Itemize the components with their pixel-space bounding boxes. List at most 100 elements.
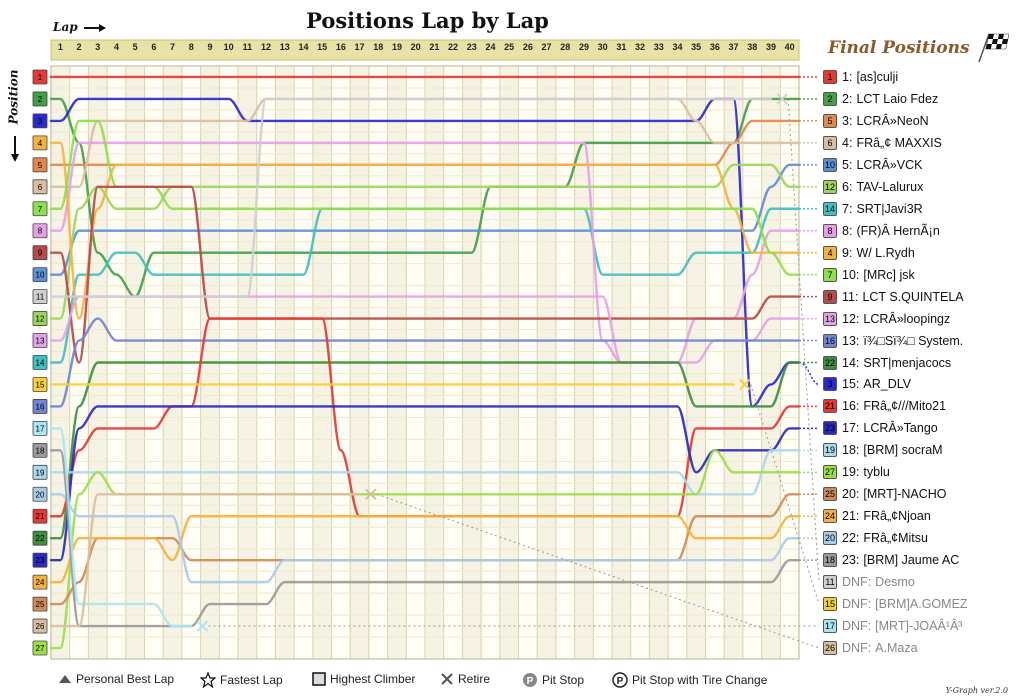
legend-label: Retire	[458, 672, 491, 686]
grid-badge: 13	[823, 311, 837, 326]
grid-position-badge	[32, 596, 48, 612]
driver-name: Desmo	[875, 575, 915, 590]
grid-badge: 5	[823, 113, 837, 128]
final-position-row: 20 22: FRâ„¢Mitsu	[823, 528, 928, 548]
final-position-number: 14:	[842, 355, 860, 370]
legend-label: Pit Stop	[542, 673, 585, 687]
lap-tick-label: 24	[485, 42, 495, 52]
grid-position-label: 3	[38, 117, 43, 126]
checkered-flag-icon	[978, 33, 1009, 63]
grid-position-label: 17	[36, 424, 45, 433]
final-position-number: 23:	[842, 553, 860, 568]
grid-position-badge	[32, 267, 48, 283]
retire-marker	[365, 488, 377, 500]
lap-tick-label: 6	[151, 42, 156, 52]
grid-position-label: 6	[38, 183, 43, 192]
lap-tick-label: 10	[224, 42, 234, 52]
right-arrow-icon	[84, 24, 106, 32]
final-position-number: 13:	[842, 333, 860, 348]
driver-name: SRT|Javi3R	[856, 201, 923, 216]
grid-badge: 10	[823, 157, 837, 172]
grid-badge: 27	[823, 465, 837, 480]
final-position-number: 22:	[842, 531, 860, 546]
grid-position-label: 11	[36, 293, 45, 302]
final-position-row: 15 DNF: [BRM]A.GOMEZ	[823, 594, 968, 614]
lap-axis-label: Lap	[53, 20, 78, 34]
grid-badge: 18	[823, 553, 837, 568]
grid-position-badge	[32, 311, 48, 326]
driver-name: FRâ„¢ MAXXIS	[856, 135, 942, 150]
grid-position-label: 23	[36, 556, 45, 565]
grid-position-label: 10	[36, 271, 45, 280]
final-position-number: 4:	[842, 135, 853, 150]
grid-position-badge	[32, 508, 48, 524]
lap-tick-label: 22	[448, 42, 458, 52]
final-position-number: 19:	[842, 465, 860, 480]
lap-tick-label: 11	[243, 42, 253, 52]
lap-tick-label: 37	[729, 42, 739, 52]
grid-position-badge	[32, 179, 48, 195]
final-position-number: 21:	[842, 509, 860, 524]
grid-position-label: 25	[36, 600, 45, 609]
grid-badge: 11	[823, 575, 837, 590]
final-position-row: 3 15: AR_DLV	[823, 374, 911, 394]
final-position-number: DNF:	[842, 619, 872, 634]
lap-tick-label: 25	[504, 42, 514, 52]
grid-badge: 9	[823, 289, 837, 304]
legend-label: Fastest Lap	[220, 673, 283, 687]
series-connector	[787, 98, 820, 583]
final-position-number: 1:	[842, 69, 853, 84]
grid-position-label: 12	[36, 315, 45, 324]
lap-tick-label: 28	[560, 42, 570, 52]
final-position-row: 22 14: SRT|menjacocs	[823, 353, 951, 373]
cross-icon	[441, 673, 453, 685]
retire-marker	[739, 378, 751, 391]
final-position-row: 18 23: [BRM] Jaume AC	[823, 550, 959, 570]
driver-name: W/ L.Rydh	[856, 245, 915, 260]
grid-badge: 21	[823, 399, 837, 414]
grid-badge: 23	[823, 421, 837, 436]
driver-name: LCT Laio Fdez	[856, 91, 939, 106]
grid-position-label: 15	[36, 380, 45, 389]
grid-position-label: 20	[36, 490, 45, 499]
lap-tick-label: 17	[355, 42, 365, 52]
final-position-number: 17:	[842, 421, 860, 436]
lap-tick-label: 3	[95, 42, 100, 52]
down-arrow-icon	[11, 136, 19, 162]
grid-position-label: 4	[38, 139, 43, 148]
final-position-number: 12:	[842, 311, 860, 326]
final-position-number: 6:	[842, 179, 853, 194]
final-position-number: 20:	[842, 487, 860, 502]
legend-personal-best: Personal Best Lap	[58, 672, 174, 686]
legend-label: Highest Climber	[330, 672, 416, 686]
grid-position-badge	[32, 377, 48, 392]
legend-highest-climber: Highest Climber	[312, 672, 415, 686]
grid-badge: 1	[823, 69, 837, 84]
lap-tick-label: 12	[261, 42, 271, 52]
series-line	[49, 163, 801, 320]
driver-name: FRâ„¢///Mito21	[863, 399, 947, 414]
grid-position-label: 9	[38, 249, 43, 258]
lap-tick-label: 5	[133, 42, 138, 52]
series-connector	[750, 384, 820, 605]
grid-position-label: 19	[36, 468, 45, 477]
driver-name: tyblu	[863, 465, 890, 480]
driver-name: FRâ„¢Mitsu	[863, 531, 928, 546]
grid-position-label: 1	[38, 73, 43, 82]
driver-name: [BRM]A.GOMEZ	[875, 597, 968, 612]
grid-badge: 24	[823, 509, 837, 524]
lap-tick-label: 31	[616, 42, 626, 52]
grid-badge: 14	[823, 201, 837, 216]
final-position-row: 14 7: SRT|Javi3R	[823, 199, 923, 219]
final-position-row: 24 21: FRâ„¢Njoan	[823, 506, 931, 526]
final-position-row: 10 5: LCRÂ»VCK	[823, 155, 922, 175]
pit-icon: P	[523, 673, 537, 687]
lap-tick-label: 40	[785, 42, 795, 52]
final-position-row: 7 10: [MRc] jsk	[823, 265, 915, 285]
final-position-row: 17 DNF: [MRT]-JOAÂ¹Â³	[823, 616, 962, 636]
lap-tick-label: 7	[170, 42, 175, 52]
driver-name: [MRT]-JOAÂ¹Â³	[875, 619, 963, 634]
legend-label: Pit Stop with Tire Change	[632, 673, 768, 687]
grid-position-label: 27	[36, 644, 45, 653]
grid-position-label: 21	[36, 512, 45, 521]
